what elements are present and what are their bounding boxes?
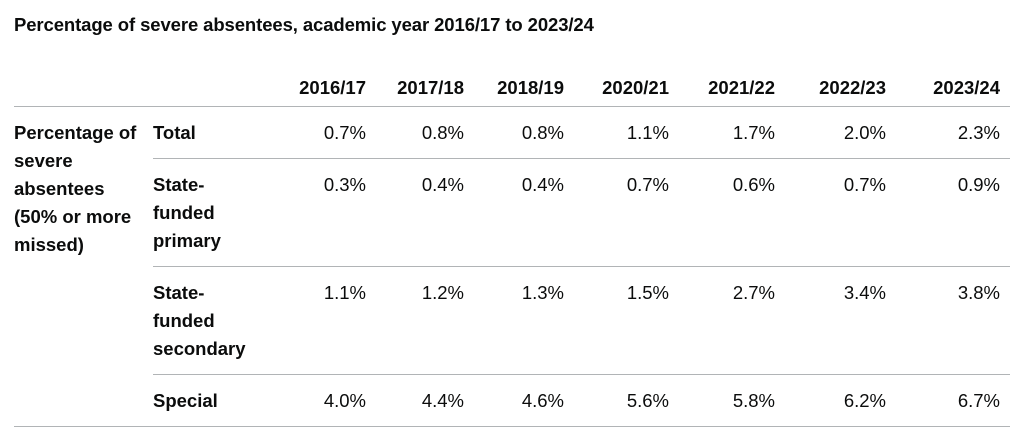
- column-header: 2016/17: [263, 68, 378, 107]
- group-row-header: Percentage of severe absentees (50% or m…: [14, 106, 153, 427]
- row-header: Special: [153, 374, 263, 427]
- table-cell: 0.6%: [681, 158, 787, 267]
- table-cell: 2.0%: [787, 106, 898, 159]
- table-cell: 3.4%: [787, 266, 898, 375]
- column-header: 2021/22: [681, 68, 787, 107]
- table-cell: 1.5%: [576, 266, 681, 375]
- table-row: State-funded primary 0.3% 0.4% 0.4% 0.7%…: [14, 158, 1010, 267]
- table-row: State-funded secondary 1.1% 1.2% 1.3% 1.…: [14, 266, 1010, 375]
- table-cell: 6.2%: [787, 374, 898, 427]
- header-blank-cell: [153, 68, 263, 107]
- table-cell: 0.4%: [378, 158, 476, 267]
- table-cell: 0.3%: [263, 158, 378, 267]
- table-cell: 2.3%: [898, 106, 1010, 159]
- row-header: Total: [153, 106, 263, 159]
- table-cell: 6.7%: [898, 374, 1010, 427]
- table-cell: 1.3%: [476, 266, 576, 375]
- table-cell: 5.6%: [576, 374, 681, 427]
- table-header-row: 2016/17 2017/18 2018/19 2020/21 2021/22 …: [14, 68, 1010, 107]
- table-cell: 1.2%: [378, 266, 476, 375]
- column-header: 2020/21: [576, 68, 681, 107]
- table-row: Special 4.0% 4.4% 4.6% 5.6% 5.8% 6.2% 6.…: [14, 374, 1010, 427]
- table-cell: 2.7%: [681, 266, 787, 375]
- table-cell: 5.8%: [681, 374, 787, 427]
- table-cell: 1.7%: [681, 106, 787, 159]
- table-cell: 0.4%: [476, 158, 576, 267]
- column-header: 2017/18: [378, 68, 476, 107]
- table-row: Percentage of severe absentees (50% or m…: [14, 106, 1010, 427]
- data-table: 2016/17 2017/18 2018/19 2020/21 2021/22 …: [14, 68, 1010, 427]
- table-cell: 1.1%: [263, 266, 378, 375]
- table-cell: 1.1%: [576, 106, 681, 159]
- table-cell: 0.8%: [378, 106, 476, 159]
- column-header: 2022/23: [787, 68, 898, 107]
- table-cell: 4.4%: [378, 374, 476, 427]
- table-cell: 0.7%: [787, 158, 898, 267]
- table-cell: 4.6%: [476, 374, 576, 427]
- row-header: State-funded secondary: [153, 266, 263, 375]
- table-cell: 3.8%: [898, 266, 1010, 375]
- table-cell: 0.7%: [263, 106, 378, 159]
- table-cell: 0.7%: [576, 158, 681, 267]
- column-header: 2023/24: [898, 68, 1010, 107]
- column-header: 2018/19: [476, 68, 576, 107]
- header-blank-cell: [14, 68, 153, 107]
- table-title: Percentage of severe absentees, academic…: [14, 14, 594, 35]
- table-cell: 0.9%: [898, 158, 1010, 267]
- row-header: State-funded primary: [153, 158, 263, 267]
- table-cell: 4.0%: [263, 374, 378, 427]
- table-cell: 0.8%: [476, 106, 576, 159]
